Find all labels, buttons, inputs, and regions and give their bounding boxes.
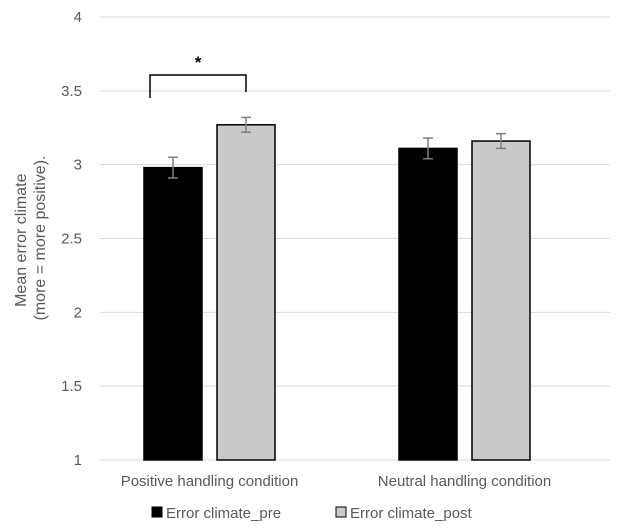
y-tick-label: 1 (74, 452, 82, 469)
x-axis-categories: Positive handling condition Neutral handl… (121, 473, 552, 490)
y-tick-label: 3 (74, 157, 82, 174)
legend-label: Error climate_post (350, 505, 473, 522)
error-bar (241, 116, 251, 133)
bar (216, 124, 276, 461)
significance-annotation: * (149, 53, 247, 98)
x-category-label: Positive handling condition (121, 473, 299, 490)
y-axis-title: Mean error climate (more = more positive… (13, 156, 49, 321)
y-tick-label: 1.5 (61, 378, 82, 395)
x-category-label: Neutral handling condition (378, 473, 551, 490)
significance-bracket (149, 74, 247, 98)
y-tick-label: 3.5 (61, 83, 82, 100)
y-tick-label: 2 (74, 304, 82, 321)
bar (143, 166, 203, 461)
legend-label: Error climate_pre (166, 505, 281, 522)
bars (143, 124, 531, 461)
bar (471, 140, 531, 461)
y-tick-label: 2.5 (61, 231, 82, 248)
bar (398, 147, 458, 461)
y-axis-title-line-1: Mean error climate (13, 173, 30, 306)
legend-swatch (151, 506, 163, 518)
significance-star: * (195, 53, 202, 72)
legend-item: Error climate_post (335, 505, 473, 522)
error-bar (168, 156, 178, 179)
error-bar (496, 132, 506, 150)
legend-swatch (335, 506, 347, 518)
y-axis-ticks: 1 1.5 2 2.5 3 3.5 4 (61, 9, 82, 469)
y-axis-title-line-2: (more = more positive). (32, 156, 49, 321)
y-tick-label: 4 (74, 9, 82, 26)
error-bar (423, 137, 433, 160)
error-bars (168, 116, 506, 179)
legend: Error climate_pre Error climate_post (151, 505, 473, 522)
legend-item: Error climate_pre (151, 505, 281, 522)
